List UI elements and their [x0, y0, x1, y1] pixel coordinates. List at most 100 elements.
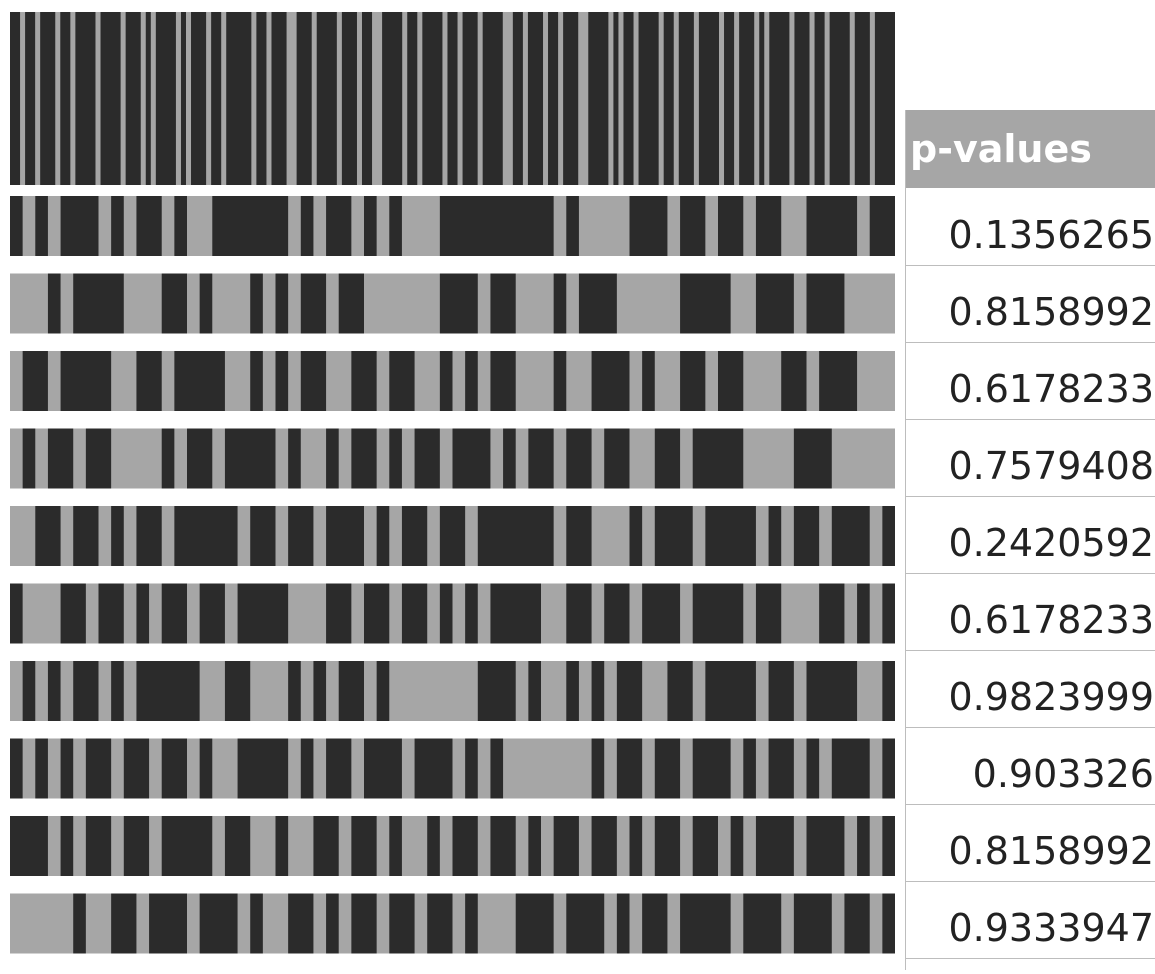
barcode-row-bar [212, 196, 289, 256]
barcode-row-bar [616, 738, 643, 799]
barcode-row-bar [389, 893, 415, 954]
barcode-row-bar [73, 661, 99, 721]
p-value-cell: 0.6178233 [906, 574, 1155, 651]
barcode-row-bar [73, 893, 86, 954]
barcode-row-bar [654, 738, 681, 799]
barcode-row-bar [300, 196, 314, 256]
barcode-row-bar [439, 506, 466, 566]
barcode-row-bar [616, 661, 643, 721]
barcode-row-bar [149, 893, 187, 954]
barcode-row-bar [250, 893, 263, 954]
barcode-row-bar [591, 816, 617, 876]
barcode-row-bar [882, 661, 895, 721]
barcode-row-bar [10, 196, 23, 256]
barcode-row-bar [882, 816, 895, 876]
barcode-row-bar [490, 273, 516, 334]
barcode-row-bar [553, 351, 567, 411]
barcode-row-bar [642, 583, 681, 644]
top-barcode-bar [226, 12, 252, 185]
top-barcode-bar [739, 12, 755, 185]
barcode-row-bar [591, 661, 605, 721]
top-barcode-bar [613, 12, 619, 185]
barcode-row-bar [642, 893, 668, 954]
barcode-row-bar [882, 583, 895, 644]
p-values-header: p-values [906, 110, 1155, 188]
barcode-row-bar [730, 816, 744, 876]
barcode-row-bar [414, 428, 440, 489]
barcode-row-bar [705, 506, 756, 566]
barcode-row-bar [326, 583, 352, 644]
barcode-row-bar [490, 351, 516, 411]
barcode-row-bar [528, 428, 554, 489]
top-barcode-bar [256, 12, 267, 185]
barcode-row-bar [174, 351, 225, 411]
top-barcode-bar [10, 12, 21, 185]
p-value-cell: 0.903326 [906, 728, 1155, 805]
barcode-row-bar [452, 428, 491, 489]
barcode-row-bar [528, 816, 541, 876]
barcode-row-bar [427, 816, 440, 876]
barcode-row-bar [161, 428, 175, 489]
barcode-row-bar [47, 428, 74, 489]
top-barcode-bar [829, 12, 850, 185]
top-barcode-bar [341, 12, 357, 185]
barcode-row-bar [692, 583, 744, 644]
top-barcode-bar [512, 12, 523, 185]
barcode-row-bar [553, 273, 567, 334]
barcode-row-bar [642, 351, 655, 411]
top-barcode-bar [482, 12, 503, 185]
barcode-row-bar [237, 738, 289, 799]
top-barcode-bar [623, 12, 634, 185]
barcode-row-bar [35, 738, 48, 799]
barcode-row-bar [654, 506, 693, 566]
barcode-row-bar [326, 428, 339, 489]
barcode-row-bar [351, 893, 377, 954]
barcode-row-bar [692, 428, 744, 489]
barcode-row-bar [161, 583, 187, 644]
barcode-row-bar [427, 893, 453, 954]
barcode-row-bar [680, 196, 706, 256]
top-barcode-bar [854, 12, 870, 185]
barcode-row-bar [161, 273, 187, 334]
barcode-row-bar [566, 583, 592, 644]
barcode-row-bar [123, 738, 150, 799]
barcode-row-bar [313, 661, 327, 721]
barcode-row-bar [629, 816, 643, 876]
top-barcode-bar [462, 12, 478, 185]
p-value-cell: 0.2420592 [906, 497, 1155, 574]
barcode-row-bar [60, 738, 74, 799]
barcode-row-bar [882, 738, 895, 799]
top-barcode-bar [316, 12, 337, 185]
barcode-row-bar [667, 661, 693, 721]
barcode-row-bar [680, 351, 706, 411]
barcode-row-bar [326, 893, 339, 954]
barcode-row-bar [85, 428, 112, 489]
barcode-row-bar [743, 893, 782, 954]
barcode-row-bar [857, 583, 870, 644]
barcode-row-bar [806, 273, 845, 334]
barcode-row-bar [718, 196, 744, 256]
barcode-row-bar [35, 506, 61, 566]
barcode-row-bar [10, 738, 23, 799]
p-value-cell: 0.9333947 [906, 882, 1155, 959]
top-barcode-bar [296, 12, 312, 185]
p-value-cell: 0.6178233 [906, 343, 1155, 420]
barcode-row-bar [10, 816, 48, 876]
top-barcode-bar [155, 12, 176, 185]
barcode-row-bar [73, 273, 124, 334]
top-barcode-bar [769, 12, 790, 185]
barcode-row-bar [439, 583, 453, 644]
barcode-row-bar [793, 893, 832, 954]
barcode-row-bar [743, 738, 756, 799]
barcode-row-bar [566, 661, 579, 721]
barcode-row-bar [439, 351, 453, 411]
barcode-row-bar [591, 738, 605, 799]
top-barcode-bar [25, 12, 36, 185]
barcode-row-bar [806, 661, 858, 721]
barcode-row-bar [224, 428, 276, 489]
barcode-row-bar [136, 583, 150, 644]
barcode-row-bar [616, 893, 630, 954]
barcode-row-bar [882, 506, 895, 566]
barcode-row-bar [566, 196, 579, 256]
